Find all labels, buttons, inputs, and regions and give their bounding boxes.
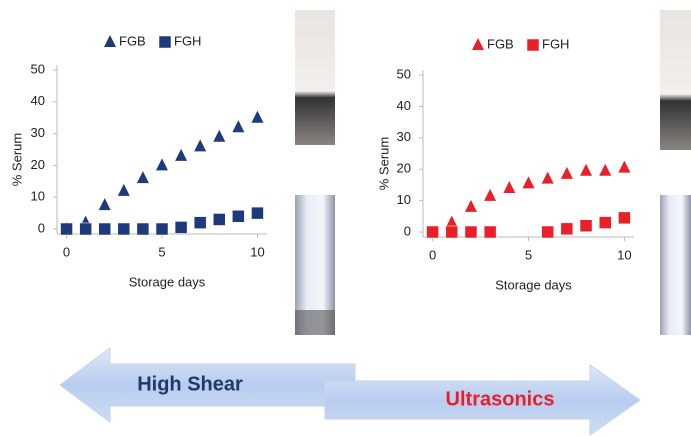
- marker: [156, 158, 168, 170]
- marker: [104, 35, 116, 47]
- x-tick-label: 10: [250, 244, 264, 259]
- marker: [427, 226, 439, 238]
- marker: [99, 223, 111, 235]
- marker: [484, 226, 496, 238]
- marker: [175, 149, 187, 161]
- x-tick-label: 10: [617, 247, 631, 262]
- marker: [118, 184, 130, 196]
- figure: High Shear Ultrasonics 010203040500510St…: [0, 0, 691, 436]
- arrow-label: High Shear: [137, 373, 243, 395]
- photo: [660, 195, 691, 335]
- marker: [599, 164, 611, 176]
- arrow-label: Ultrasonics: [446, 388, 555, 410]
- legend-label: FGH: [542, 36, 569, 51]
- y-tick-label: 0: [404, 223, 411, 238]
- marker: [465, 200, 477, 212]
- marker: [561, 223, 573, 235]
- marker: [580, 164, 592, 176]
- x-tick-label: 5: [525, 247, 532, 262]
- marker: [484, 189, 496, 201]
- marker: [61, 223, 73, 235]
- x-tick-label: 5: [158, 244, 165, 259]
- y-tick-label: 10: [397, 192, 411, 207]
- x-axis-label: Storage days: [495, 277, 572, 292]
- y-axis-label: % Serum: [376, 137, 391, 190]
- y-axis-label: % Serum: [9, 133, 24, 186]
- marker: [175, 221, 187, 233]
- y-tick-label: 10: [31, 189, 45, 204]
- marker: [251, 207, 263, 219]
- marker: [561, 167, 573, 179]
- marker: [80, 223, 92, 235]
- x-tick-label: 0: [63, 244, 70, 259]
- photo-base: [295, 310, 335, 335]
- y-tick-label: 50: [31, 61, 45, 76]
- legend-label: FGH: [174, 33, 201, 48]
- marker: [542, 172, 554, 184]
- marker: [527, 39, 539, 51]
- marker: [618, 161, 630, 173]
- marker: [472, 38, 484, 50]
- marker: [213, 213, 225, 225]
- y-tick-label: 0: [38, 220, 45, 235]
- y-tick-label: 40: [397, 98, 411, 113]
- marker: [465, 226, 477, 238]
- marker: [599, 217, 611, 229]
- marker: [213, 130, 225, 142]
- marker: [503, 181, 515, 193]
- photo: [295, 10, 335, 145]
- y-tick-label: 20: [31, 157, 45, 172]
- marker: [194, 139, 206, 151]
- marker: [232, 210, 244, 222]
- marker: [156, 223, 168, 235]
- marker: [251, 111, 263, 123]
- marker: [580, 220, 592, 232]
- y-tick-label: 20: [397, 161, 411, 176]
- y-tick-label: 30: [397, 129, 411, 144]
- marker: [232, 120, 244, 132]
- marker: [618, 212, 630, 224]
- x-axis-label: Storage days: [129, 274, 206, 289]
- marker: [159, 36, 171, 48]
- marker: [523, 176, 535, 188]
- marker: [137, 223, 149, 235]
- y-tick-label: 30: [31, 125, 45, 140]
- marker: [194, 217, 206, 229]
- marker: [446, 226, 458, 238]
- y-tick-label: 50: [397, 66, 411, 81]
- legend-label: FGB: [119, 33, 146, 48]
- marker: [99, 198, 111, 210]
- photo: [660, 10, 691, 150]
- marker: [118, 223, 130, 235]
- marker: [542, 226, 554, 238]
- legend-label: FGB: [487, 36, 514, 51]
- marker: [137, 171, 149, 183]
- y-tick-label: 40: [31, 93, 45, 108]
- x-tick-label: 0: [429, 247, 436, 262]
